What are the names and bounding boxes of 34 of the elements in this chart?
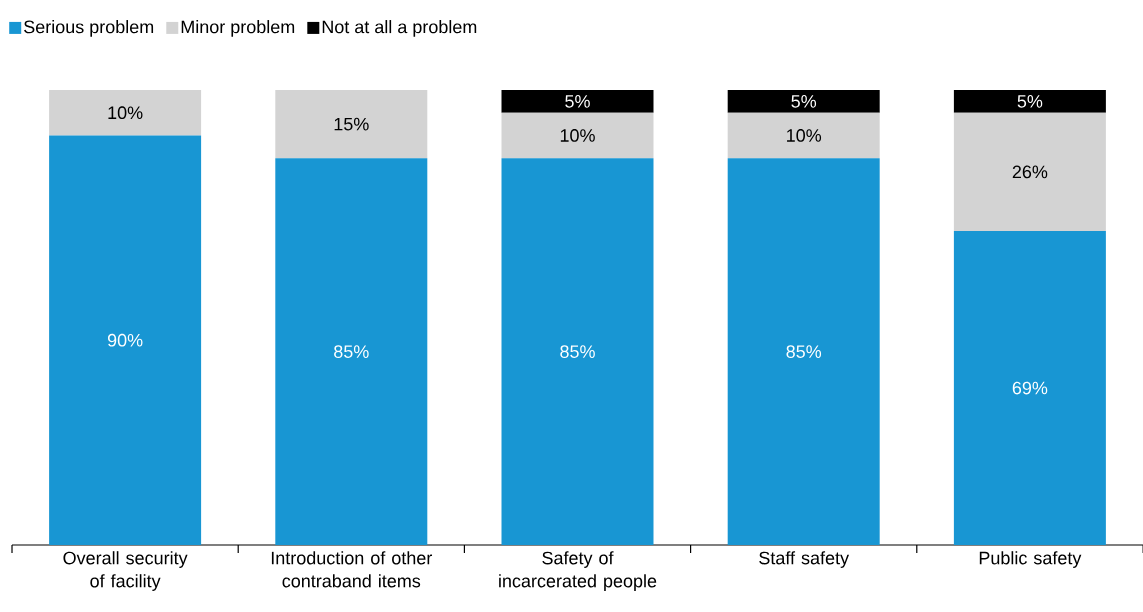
bar (275, 89, 428, 159)
bar (953, 112, 1106, 232)
bar (727, 158, 880, 545)
bar (501, 89, 654, 113)
legend-label: Serious problem (24, 20, 154, 37)
data-label: 26% (1012, 165, 1048, 179)
x-tick-label: Staff safety (759, 551, 850, 568)
data-label: 10% (108, 106, 143, 120)
data-label: 85% (334, 345, 369, 358)
data-label: 10% (560, 129, 595, 142)
legend-label: Minor problem (181, 20, 295, 37)
data-label: 5% (791, 95, 817, 108)
bar (953, 89, 1106, 113)
bar (49, 135, 202, 545)
x-tick-label: Introduction of other contraband items (271, 551, 433, 588)
x-tick-label: Safety of incarcerated people (499, 551, 657, 591)
bar (727, 89, 880, 113)
data-label: 5% (565, 95, 590, 108)
x-tick-label: Overall security of facility (63, 551, 188, 591)
bar (953, 231, 1106, 545)
legend-label: Not at all a problem (322, 20, 477, 37)
data-label: 5% (1017, 95, 1043, 108)
bar (501, 158, 654, 545)
data-label: 90% (107, 333, 143, 347)
data-label: 85% (786, 345, 822, 358)
bar (275, 158, 428, 545)
data-label: 15% (334, 117, 369, 131)
x-tick-label: Public safety (979, 551, 1082, 568)
bar (501, 112, 654, 159)
data-label: 85% (560, 345, 595, 358)
bar (727, 112, 880, 159)
data-label: 10% (787, 129, 822, 142)
data-label: 69% (1012, 381, 1048, 395)
bar (49, 89, 202, 136)
